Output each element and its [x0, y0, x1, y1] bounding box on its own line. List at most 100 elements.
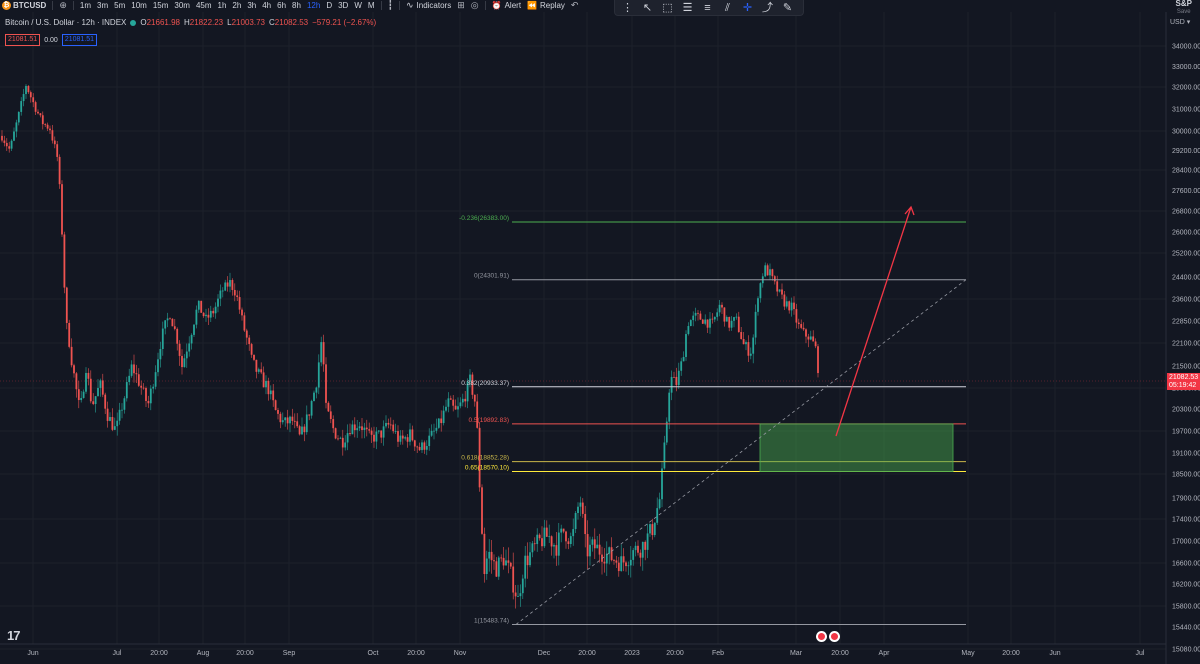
interval-12h[interactable]: 12h [306, 1, 321, 10]
interval-30m[interactable]: 30m [174, 1, 190, 10]
candle-body [85, 372, 87, 392]
candle-body [665, 421, 668, 443]
interval-4h[interactable]: 4h [262, 1, 272, 10]
candle-body [209, 310, 212, 318]
drag-handle-icon[interactable]: ⋮ [622, 1, 633, 14]
time-scale-label: Jul [1136, 650, 1145, 657]
alarm-clock-icon: ⏰ [491, 1, 502, 10]
candle-body [805, 329, 807, 337]
candle-body [598, 544, 601, 555]
time-scale-label: May [961, 650, 975, 657]
candle-body [255, 359, 258, 372]
interval-8h[interactable]: 8h [292, 1, 301, 10]
candle-body [289, 416, 291, 424]
candle-body [699, 313, 702, 320]
alert-button[interactable]: ⏰ Alert [489, 0, 524, 11]
candle-body [500, 557, 503, 559]
candle-body [459, 402, 462, 407]
candle-body [101, 380, 104, 395]
fib-tool-icon[interactable]: ≡ [704, 1, 711, 14]
candle-body [195, 309, 198, 325]
candle-body [217, 298, 219, 307]
rectangle-select-icon[interactable]: ⬚ [662, 1, 673, 14]
interval-3m[interactable]: 3m [97, 1, 109, 10]
event-marker-icon[interactable] [829, 631, 840, 642]
candle-body [20, 101, 23, 112]
interval-1m[interactable]: 1m [79, 1, 92, 10]
price-scale-label: 17000.00 [1172, 539, 1200, 546]
price-scale-label: 24400.00 [1172, 275, 1200, 282]
candle-body [543, 527, 546, 547]
arrow-head-icon [904, 205, 915, 216]
candle-body [154, 372, 157, 387]
interval-10m[interactable]: 10m [131, 1, 147, 10]
candle-body [637, 545, 639, 553]
legend-low-key: L [227, 18, 232, 27]
candle-body [409, 429, 411, 442]
candle-body [737, 316, 740, 333]
candle-body [94, 396, 97, 405]
candle-body [363, 427, 366, 431]
price-scale-label: 18500.00 [1172, 472, 1200, 479]
candle-body [404, 437, 407, 439]
interval-m[interactable]: M [367, 1, 375, 10]
plus-circle-icon[interactable]: ⊕ [59, 0, 67, 10]
time-scale-label: Mar [790, 650, 803, 657]
interval-45m[interactable]: 45m [195, 1, 212, 10]
candle-body [17, 111, 20, 123]
candle-body [663, 442, 666, 469]
candle-body [481, 487, 483, 534]
candles-chart-type-icon[interactable]: ┇ [387, 0, 393, 10]
candle-body [553, 545, 555, 547]
more-circle-icon[interactable]: ◎ [470, 0, 479, 10]
trend-angle-icon[interactable]: ⫽ [725, 1, 730, 14]
candle-body [3, 140, 6, 143]
candle-body [485, 558, 488, 575]
interval-5m[interactable]: 5m [114, 1, 126, 10]
buy-button[interactable]: 21081.51 [61, 34, 98, 46]
sell-button[interactable]: 21081.51 [5, 34, 41, 46]
candle-body [469, 374, 471, 382]
fib-level-label: 0.65(18570.10) [465, 465, 509, 472]
symbol-search-button[interactable]: ₿ BTCUSD [0, 0, 49, 11]
interval-15m[interactable]: 15m [152, 1, 169, 10]
currency-label: USD [1170, 19, 1185, 26]
candle-body [781, 289, 783, 295]
currency-selector[interactable]: USD ▾ [1170, 19, 1191, 26]
candle-body [121, 409, 123, 411]
indicators-button[interactable]: ∿ Indicators [403, 0, 454, 11]
candle-body [65, 287, 68, 323]
brush-icon[interactable]: ✎ [782, 1, 793, 14]
candle-body [267, 380, 270, 395]
candle-body [505, 560, 507, 566]
event-marker-icon[interactable] [816, 631, 827, 642]
templates-grid-icon[interactable]: ⊞ [457, 0, 465, 10]
interval-3h[interactable]: 3h [247, 1, 257, 10]
horizontal-lines-icon[interactable]: ☰ [682, 1, 693, 14]
replay-button[interactable]: ⏪ Replay [524, 0, 568, 11]
time-scale-label: Jul [113, 650, 122, 657]
candle-body [418, 446, 421, 451]
candle-body [5, 142, 8, 147]
candle-body [430, 430, 433, 436]
interval-d[interactable]: D [326, 1, 333, 10]
candle-body [476, 401, 479, 428]
crosshair-icon[interactable]: ✛ [742, 1, 753, 14]
interval-1h[interactable]: 1h [217, 1, 227, 10]
interval-2h[interactable]: 2h [232, 1, 242, 10]
tradingview-logo[interactable]: 17 [7, 628, 21, 643]
candle-body [169, 318, 171, 320]
candle-body [368, 429, 371, 431]
candle-body [723, 307, 726, 322]
cursor-icon[interactable]: ↖ [642, 1, 653, 14]
save-button[interactable]: S&P Save [1176, 0, 1192, 16]
undo-icon[interactable]: ↶ [570, 0, 579, 10]
time-scale-label: Nov [454, 650, 467, 657]
interval-6h[interactable]: 6h [277, 1, 287, 10]
path-tool-icon[interactable]: ⤴ [762, 1, 773, 14]
interval-3d[interactable]: 3D [338, 1, 349, 10]
interval-w[interactable]: W [354, 1, 362, 10]
candle-body [749, 353, 752, 356]
candle-body [389, 424, 392, 426]
